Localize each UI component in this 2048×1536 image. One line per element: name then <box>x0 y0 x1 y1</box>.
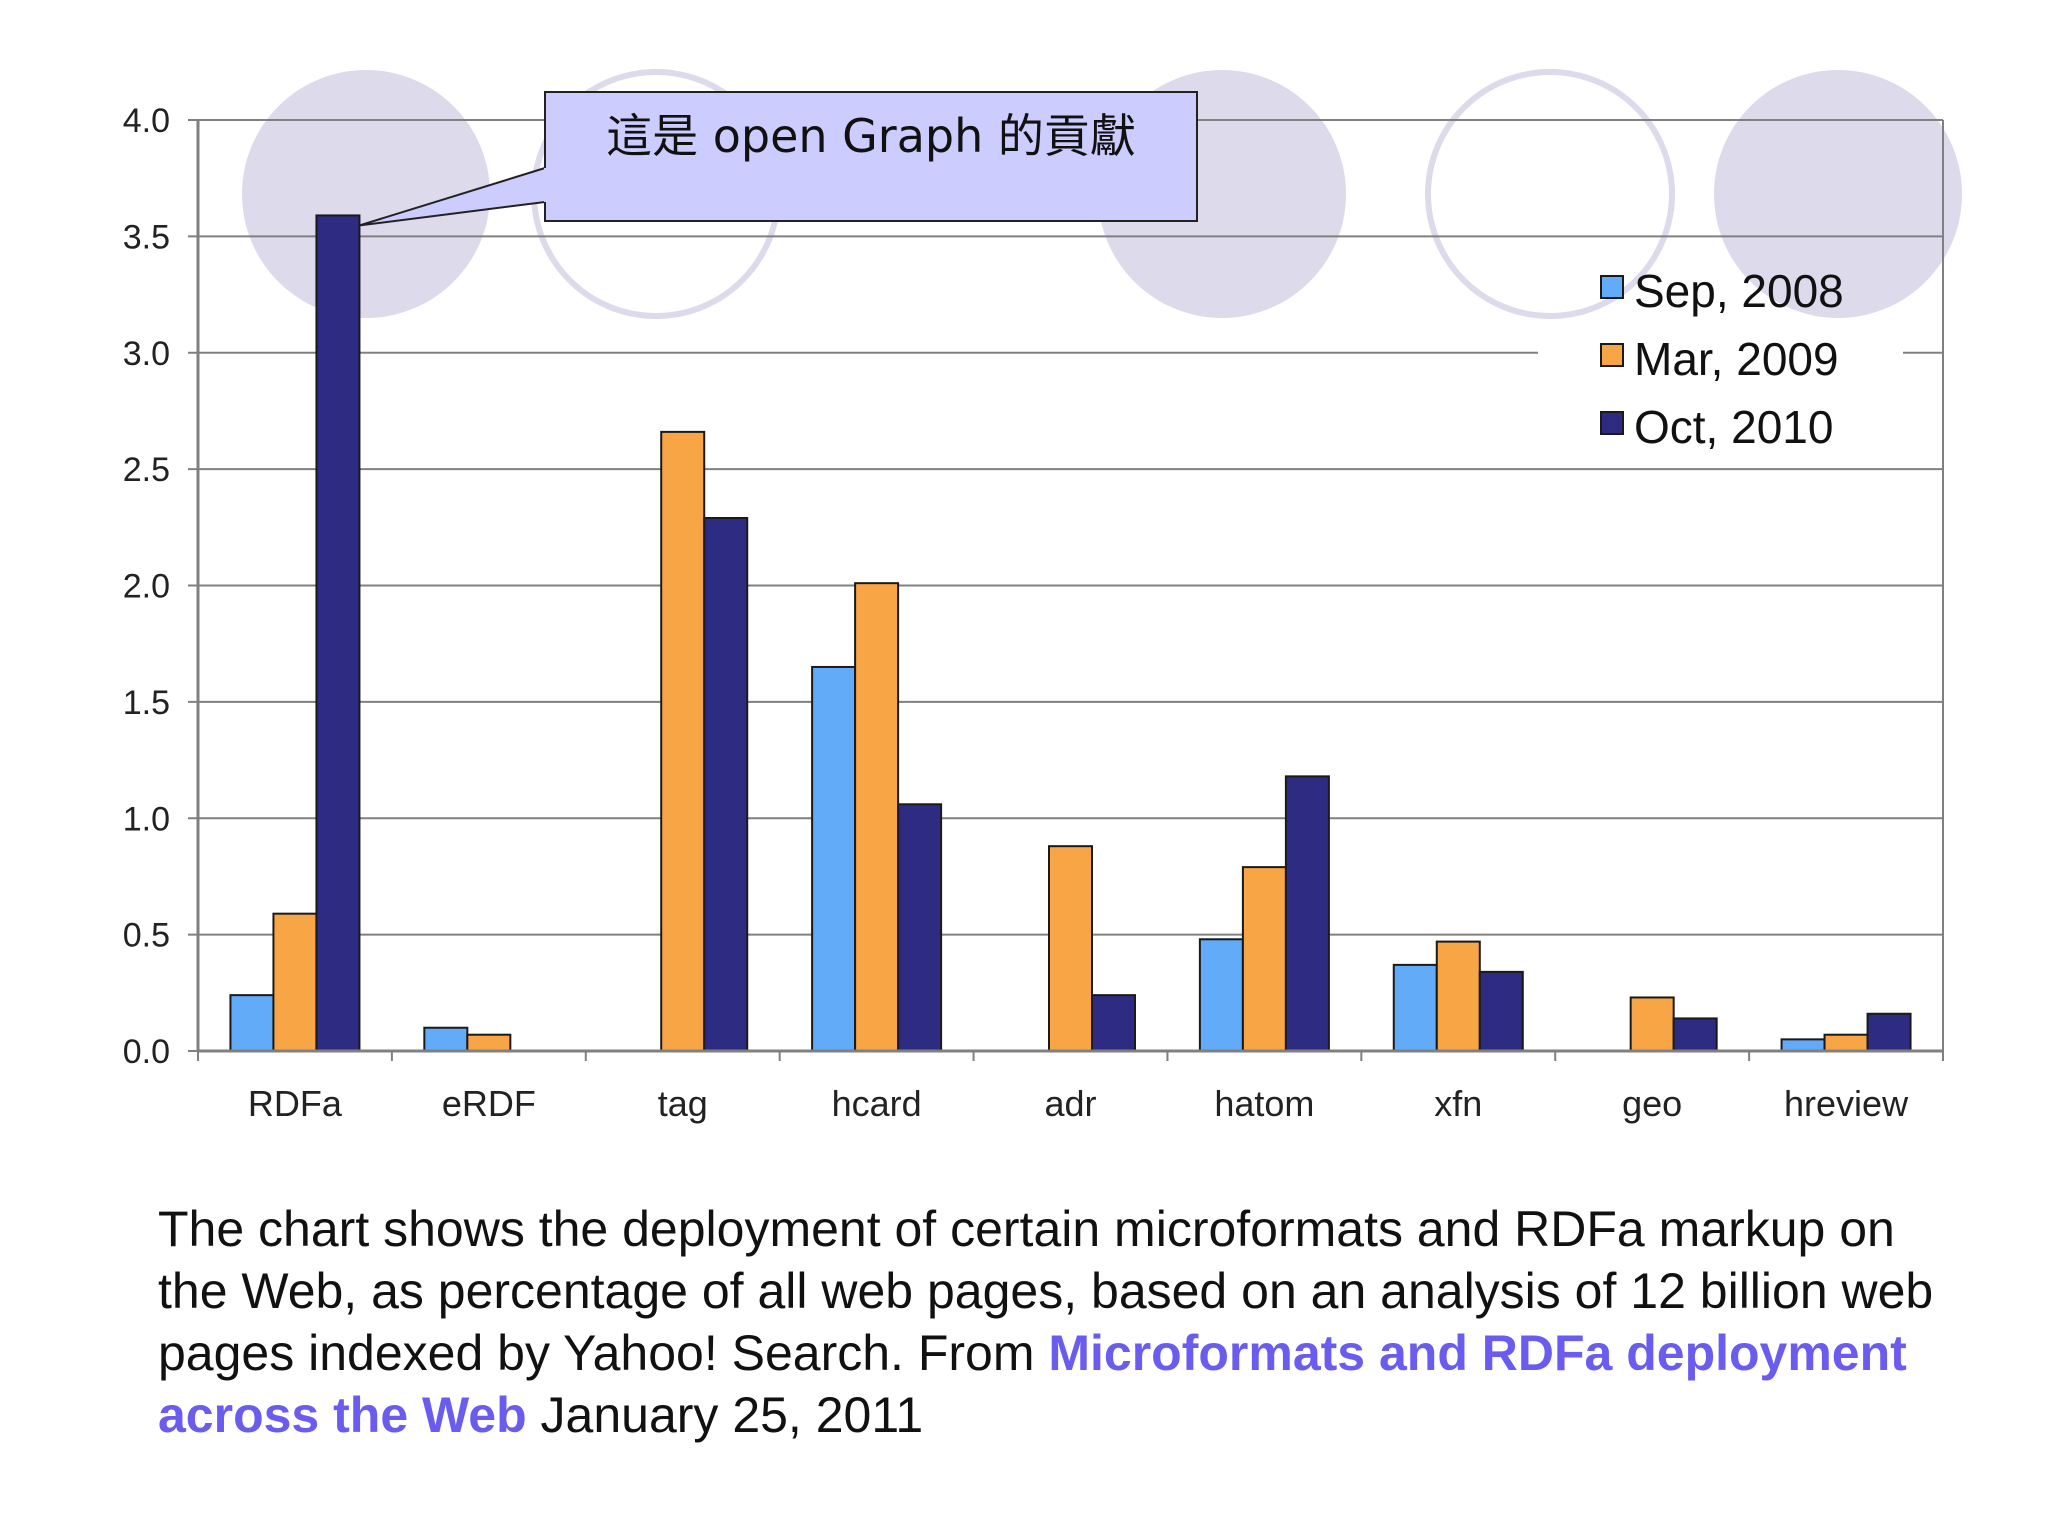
y-tick-label: 1.0 <box>123 800 170 838</box>
x-tick-label: hatom <box>1214 1083 1314 1124</box>
bar-hatom-3 <box>1284 775 1330 1052</box>
bar-tag-2 <box>660 430 706 1052</box>
bar-adr-2 <box>1048 845 1093 1052</box>
legend-swatch <box>1600 343 1624 367</box>
callout-box <box>544 91 1198 222</box>
bar-rdfa-3 <box>315 214 361 1053</box>
x-tick-label: xfn <box>1434 1083 1482 1124</box>
bar-hatom-1 <box>1198 938 1244 1053</box>
x-tick-label: hreview <box>1784 1083 1909 1124</box>
bar-hatom-2 <box>1241 866 1287 1052</box>
bar-rdfa-2 <box>272 912 318 1052</box>
bar-hcard-2 <box>854 582 900 1052</box>
legend-swatch <box>1600 275 1624 299</box>
bar-tag-3 <box>703 517 749 1052</box>
y-tick-label: 2.0 <box>123 568 170 606</box>
caption-date: January 25, 2011 <box>526 1387 924 1443</box>
bars <box>229 214 1912 1053</box>
legend-label: Oct, 2010 <box>1634 401 1833 453</box>
decor-circle-outline <box>1425 69 1675 319</box>
legend: Sep, 2008 Mar, 2009 Oct, 2010 <box>1600 265 1844 453</box>
y-tick-label: 4.0 <box>123 102 170 140</box>
bar-xfn-3 <box>1478 970 1524 1052</box>
bar-geo-2 <box>1629 996 1675 1053</box>
bar-xfn-1 <box>1392 963 1438 1053</box>
y-tick-label: 0.0 <box>123 1033 170 1071</box>
legend-swatch <box>1600 411 1624 435</box>
y-tick-label: 3.0 <box>123 335 170 373</box>
legend-label: Sep, 2008 <box>1634 265 1844 317</box>
callout-text: 這是 open Graph 的貢獻 <box>606 109 1136 163</box>
bar-hreview-2 <box>1823 1033 1869 1053</box>
background-circles <box>242 69 1962 319</box>
bar-hcard-3 <box>897 803 943 1052</box>
x-tick-label: RDFa <box>248 1083 343 1124</box>
bar-rdfa-1 <box>229 994 275 1053</box>
y-tick-label: 3.5 <box>123 218 170 256</box>
y-tick-label: 2.5 <box>123 451 170 489</box>
bar-geo-3 <box>1672 1017 1718 1052</box>
legend-label: Mar, 2009 <box>1634 333 1839 385</box>
axes: RDFa eRDF tag hcard adr hatom xfn geo hreview 0.0… <box>123 102 1944 1124</box>
chart-caption: The chart shows the deployment of certai… <box>158 1198 1958 1446</box>
y-tick-label: 1.5 <box>123 684 170 722</box>
bar-adr-3 <box>1091 994 1136 1053</box>
bar-hcard-1 <box>811 665 857 1053</box>
bar-hreview-1 <box>1780 1038 1826 1053</box>
y-tick-label: 0.5 <box>123 917 170 955</box>
caption-text: The chart shows the deployment of certai… <box>158 1201 1934 1381</box>
annotation-callout: 這是 open Graph 的貢獻 <box>359 91 1198 227</box>
x-tick-label: eRDF <box>442 1083 536 1124</box>
decor-circle-filled <box>242 70 490 318</box>
bar-xfn-2 <box>1435 940 1481 1052</box>
grid <box>198 119 1944 1051</box>
x-tick-label: geo <box>1622 1083 1682 1124</box>
x-tick-label: adr <box>1044 1083 1096 1124</box>
bar-erdf-1 <box>423 1026 469 1052</box>
x-tick-label: tag <box>658 1083 708 1124</box>
bar-hreview-3 <box>1866 1012 1912 1053</box>
x-tick-label: hcard <box>832 1083 922 1124</box>
bar-erdf-2 <box>466 1033 512 1053</box>
source-link[interactable]: Microformats and RDFa deployment across … <box>158 1325 1907 1443</box>
decor-circle-filled <box>1714 70 1962 318</box>
